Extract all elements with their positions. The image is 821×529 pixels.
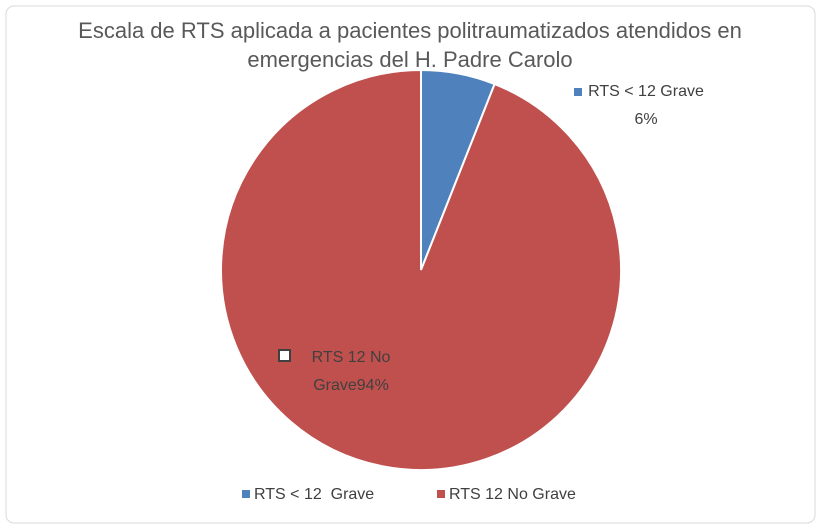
label-marker xyxy=(278,349,291,362)
title-box: Escala de RTS aplicada a pacientes polit… xyxy=(78,18,742,72)
data-label: RTS < 12 Grave 6% xyxy=(588,83,704,128)
chart-title: Escala de RTS aplicada a pacientes polit… xyxy=(78,18,742,72)
legend-label: RTS 12 No Grave xyxy=(449,486,576,503)
legend-label: RTS < 12 Grave xyxy=(254,486,374,503)
pie-slice xyxy=(220,68,622,471)
data-label: RTS 12 No Grave94% xyxy=(311,349,391,394)
label-marker xyxy=(574,88,582,96)
legend-swatch xyxy=(437,490,445,498)
legend-swatch xyxy=(242,490,250,498)
